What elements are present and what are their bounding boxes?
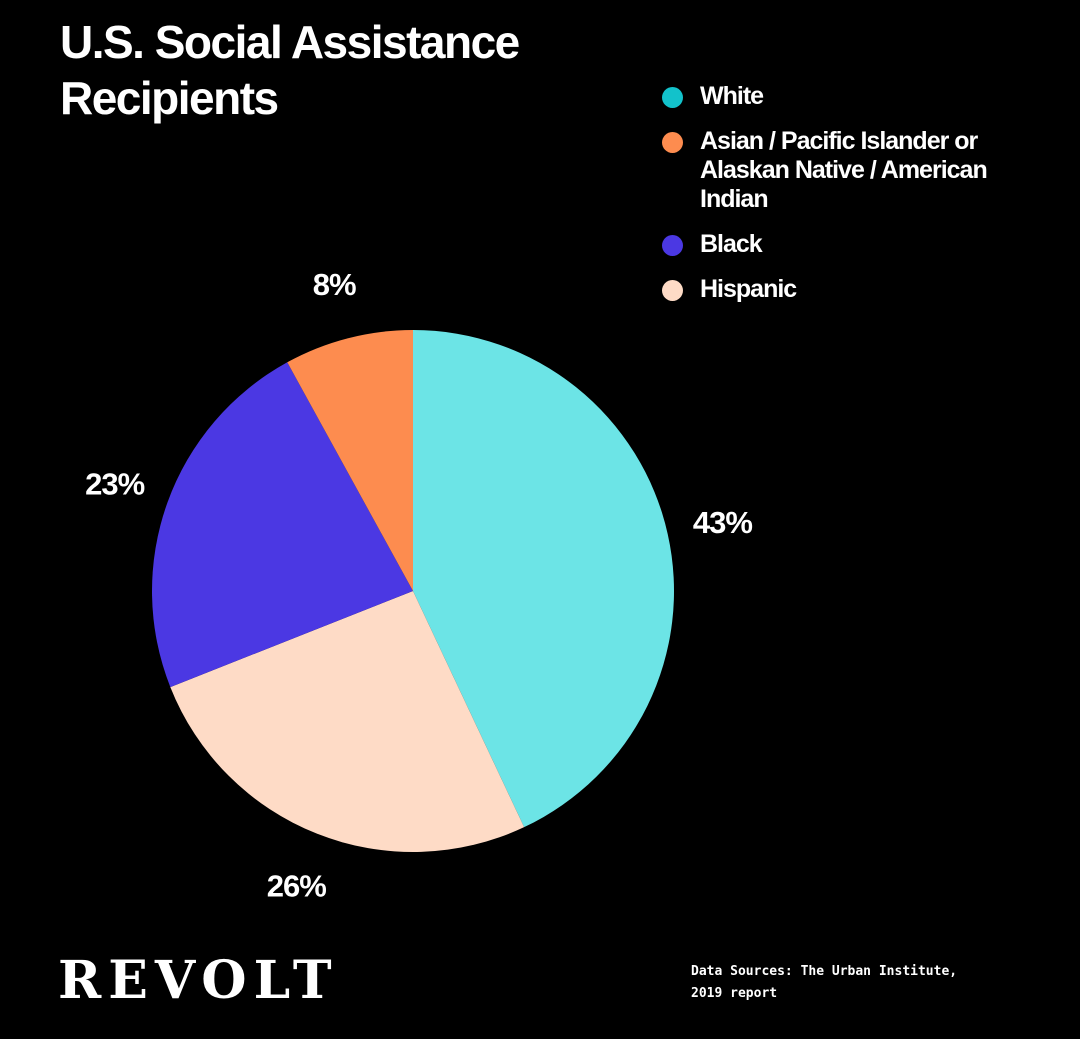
legend-swatch-white [662,87,683,108]
legend: White Asian / Pacific Islander or Alaska… [662,82,1072,320]
pie-slice-black [151,362,414,688]
slice-value-label-black: 23% [85,467,144,502]
data-source-line-2: 2019 report [691,986,778,1001]
legend-label-hispanic: Hispanic [700,275,797,303]
legend-item-asian-pacific-native: Asian / Pacific Islander or Alaskan Nati… [662,127,1040,214]
legend-swatch-black [662,235,683,256]
chart-title-line-1: U.S. Social Assistance [60,16,520,68]
data-source-line-1: Data Sources: The Urban Institute, [691,964,958,979]
data-source-note: Data Sources: The Urban Institute, 2019 … [691,961,1031,1005]
revolt-logo: REVOLT [58,950,339,1011]
legend-swatch-hispanic [662,280,683,301]
legend-item-white: White [662,82,1072,111]
legend-item-black: Black [662,230,1072,259]
legend-label-black: Black [700,230,763,258]
legend-swatch-asian-pacific-native [662,132,683,153]
pie-slice-asian-pacific-native [287,330,413,591]
slice-value-label-asian-pacific-native: 8% [313,267,356,302]
pie-slice-white [413,330,675,828]
slice-value-label-white: 43% [693,505,752,540]
chart-title-line-2: Recipients [60,72,279,124]
legend-item-hispanic: Hispanic [662,275,1072,304]
chart-title: U.S. Social Assistance Recipients [60,14,580,126]
pie-slice-hispanic [170,591,525,852]
legend-label-white: White [700,82,764,110]
slice-value-label-hispanic: 26% [267,869,326,904]
legend-label-asian-pacific-native: Asian / Pacific Islander or Alaskan Nati… [700,127,988,213]
